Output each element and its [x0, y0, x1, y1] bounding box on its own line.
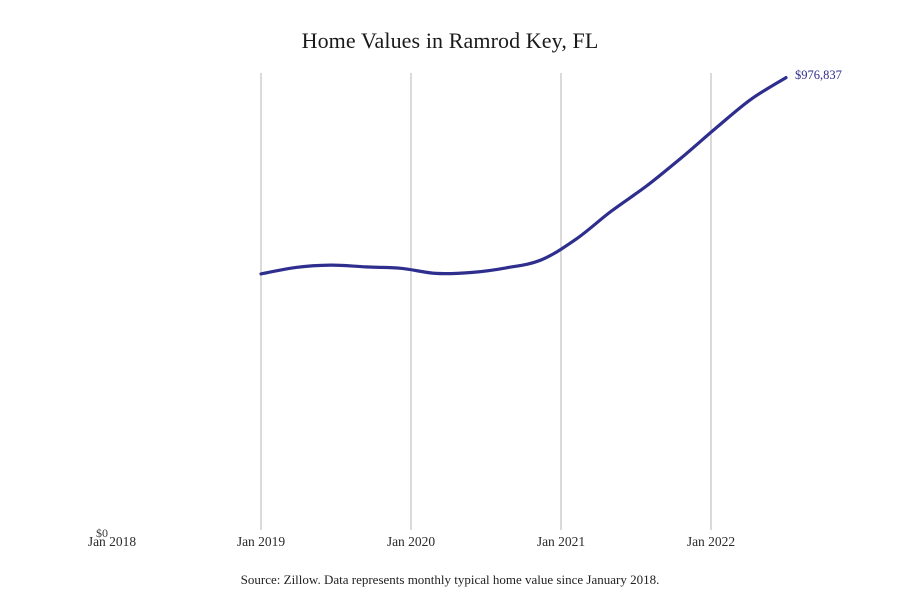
x-tick-label-jan-2021: Jan 2021 [536, 534, 586, 549]
end-value-annotation: $976,837 [795, 68, 842, 82]
x-tick-label-jan-2018: Jan 2018 [87, 534, 137, 549]
x-tick-label-jan-2019: Jan 2019 [236, 534, 286, 549]
home-value-line-series [259, 76, 788, 276]
y-axis-zero-label: $0 [96, 526, 108, 540]
x-tick-label-jan-2020: Jan 2020 [386, 534, 436, 549]
x-tick-label-jan-2022: Jan 2022 [686, 534, 736, 549]
source-note: Source: Zillow. Data represents monthly … [240, 572, 660, 587]
chart-title: Home Values in Ramrod Key, FL [301, 28, 599, 53]
gridlines [260, 73, 712, 530]
